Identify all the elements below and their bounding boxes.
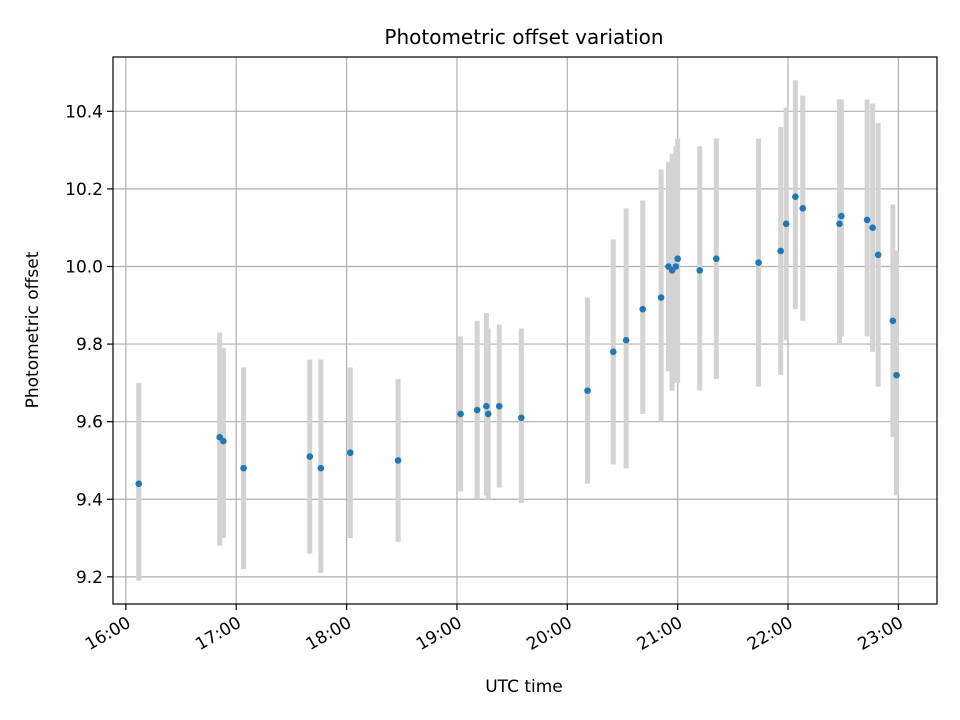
x-tick-label: 18:00: [303, 613, 355, 655]
plot-frame: [112, 56, 938, 605]
y-tick-label: 10.2: [65, 180, 103, 200]
data-point: [799, 204, 807, 212]
data-point: [777, 247, 784, 255]
data-point: [240, 464, 247, 472]
data-point: [609, 348, 617, 356]
data-point: [836, 220, 843, 228]
data-point: [863, 216, 871, 224]
x-tick-label: 21:00: [634, 613, 686, 655]
data-point: [782, 220, 790, 228]
data-point: [889, 317, 897, 325]
x-axis-title: UTC time: [485, 677, 563, 697]
data-point: [755, 259, 762, 266]
data-point: [622, 336, 630, 344]
data-point: [473, 406, 481, 414]
y-tick-layer: 9.2 9.4 9.6 9.8 10.0 10.2 10.4: [65, 102, 113, 588]
data-point: [893, 371, 900, 379]
grid-layer: [113, 57, 937, 604]
y-tick-label: 9.2: [76, 568, 103, 588]
x-tick-label: 20:00: [523, 613, 575, 655]
x-tick-label: 19:00: [413, 613, 465, 655]
chart-title: Photometric offset variation: [384, 25, 663, 49]
data-point: [495, 402, 503, 410]
y-tick-label: 9.4: [76, 490, 103, 510]
errorbar-layer: [136, 80, 900, 581]
y-tick-label: 9.6: [76, 413, 103, 433]
data-point: [869, 224, 876, 231]
y-tick-label: 10.4: [65, 102, 103, 122]
data-point: [306, 453, 314, 460]
data-point: [394, 457, 402, 464]
data-point: [317, 464, 325, 472]
data-point: [657, 294, 665, 301]
x-tick-label: 16:00: [82, 613, 134, 655]
y-axis-title: Photometric offset: [23, 251, 43, 408]
data-point: [584, 387, 591, 394]
data-point: [696, 267, 704, 274]
x-tick-label: 22:00: [744, 613, 796, 655]
data-point: [639, 305, 647, 313]
y-tick-label: 10.0: [65, 257, 103, 277]
x-tick-layer: 16:00 17:00 18:00 19:00 20:00 21:00 22:00 23:00: [82, 604, 907, 655]
data-point: [674, 255, 681, 263]
data-point: [135, 480, 143, 488]
data-point: [838, 212, 845, 220]
data-point: [874, 251, 882, 259]
data-point: [518, 414, 525, 422]
point-layer: [135, 193, 900, 488]
data-point: [220, 437, 227, 445]
x-tick-label: 17:00: [192, 613, 244, 655]
data-point: [457, 410, 464, 418]
data-point: [483, 402, 490, 410]
x-tick-label: 23:00: [854, 613, 906, 655]
data-point: [346, 449, 354, 457]
data-point: [484, 410, 492, 418]
data-point: [792, 193, 799, 200]
data-point: [712, 255, 720, 263]
y-tick-label: 9.8: [76, 335, 103, 355]
data-point: [672, 263, 680, 270]
